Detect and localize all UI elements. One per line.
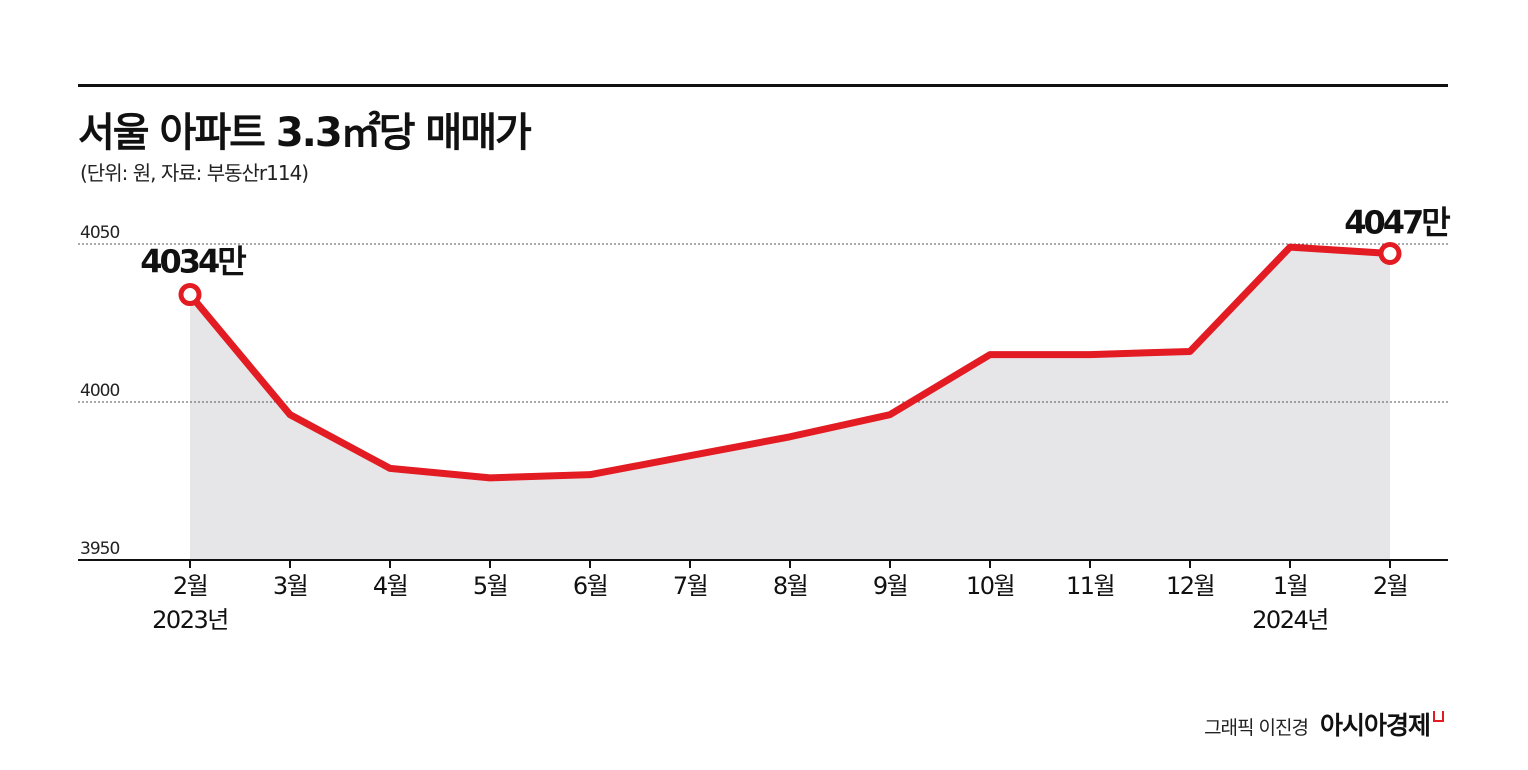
x-tick-label: 9월 <box>873 572 907 600</box>
data-point <box>289 414 291 416</box>
brand-mark-icon <box>1433 711 1444 722</box>
x-tick-label: 10월 <box>966 572 1014 600</box>
x-tick-label: 2월 <box>173 572 207 600</box>
data-point <box>1189 350 1191 352</box>
year-label: 2024년 <box>1252 606 1328 634</box>
x-tick-label: 4월 <box>373 572 407 600</box>
series-line <box>186 243 1394 482</box>
data-point <box>1089 354 1091 356</box>
data-point <box>689 455 691 457</box>
chart-title: 서울 아파트 3.3㎡당 매매가 <box>78 110 532 156</box>
year-label: 2023년 <box>152 606 228 634</box>
end-marker <box>1378 241 1402 265</box>
x-tick-label: 8월 <box>773 572 807 600</box>
y-tick-label: 3950 <box>80 539 119 559</box>
data-point <box>789 436 791 438</box>
x-tick-label: 12월 <box>1166 572 1214 600</box>
data-point <box>389 467 391 469</box>
area-fill <box>190 247 1390 560</box>
x-tick-label: 5월 <box>473 572 507 600</box>
x-tick-label: 6월 <box>573 572 607 600</box>
x-tick-label: 3월 <box>273 572 307 600</box>
brand-name: 아시아경제 <box>1319 711 1431 740</box>
y-tick-label: 4000 <box>80 381 119 401</box>
data-point <box>589 474 591 476</box>
data-point <box>1289 246 1291 248</box>
data-point <box>989 354 991 356</box>
credit-graphic: 그래픽 이진경 <box>1204 717 1309 739</box>
x-tick-label: 2월 <box>1373 572 1407 600</box>
y-tick-label: 4050 <box>80 223 119 243</box>
end-marker <box>178 283 202 307</box>
data-point <box>489 477 491 479</box>
data-point <box>889 414 891 416</box>
credit-brand: 아시아경제 <box>1320 706 1444 742</box>
credit: 그래픽 이진경 아시아경제 <box>1204 706 1444 742</box>
data-label: 4034만 <box>140 243 246 281</box>
top-rule <box>78 84 1448 87</box>
chart-subtitle: (단위: 원, 자료: 부동산r114) <box>80 161 309 185</box>
data-label: 4047만 <box>1344 203 1450 241</box>
x-tick-label: 1월 <box>1273 572 1307 600</box>
x-tick-label: 7월 <box>673 572 707 600</box>
x-tick-label: 11월 <box>1066 572 1114 600</box>
